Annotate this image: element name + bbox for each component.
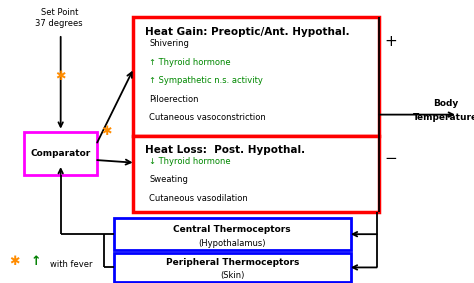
Text: ↑ Thyroid hormone: ↑ Thyroid hormone bbox=[149, 58, 231, 67]
Text: −: − bbox=[385, 151, 397, 166]
Text: Cutaneous vasodilation: Cutaneous vasodilation bbox=[149, 194, 248, 203]
Text: (Skin): (Skin) bbox=[220, 271, 245, 280]
Text: ↑ Sympathetic n.s. activity: ↑ Sympathetic n.s. activity bbox=[149, 76, 263, 85]
Text: ↑: ↑ bbox=[30, 255, 41, 268]
Text: Heat Loss:  Post. Hypothal.: Heat Loss: Post. Hypothal. bbox=[145, 145, 305, 155]
Text: Temperature: Temperature bbox=[413, 113, 474, 122]
Text: Shivering: Shivering bbox=[149, 39, 189, 48]
Text: +: + bbox=[385, 33, 397, 49]
Text: Heat Gain: Preoptic/Ant. Hypothal.: Heat Gain: Preoptic/Ant. Hypothal. bbox=[145, 27, 349, 37]
Text: Peripheral Thermoceptors: Peripheral Thermoceptors bbox=[165, 258, 299, 267]
Text: Body: Body bbox=[433, 99, 458, 108]
Text: Cutaneous vasoconstriction: Cutaneous vasoconstriction bbox=[149, 113, 266, 122]
Bar bbox=[114, 218, 351, 250]
Bar bbox=[133, 17, 379, 136]
Text: ✱: ✱ bbox=[101, 125, 112, 138]
Bar bbox=[133, 136, 379, 212]
Text: Sweating: Sweating bbox=[149, 175, 188, 184]
Text: Central Thermoceptors: Central Thermoceptors bbox=[173, 225, 291, 234]
Text: Set Point
37 degrees: Set Point 37 degrees bbox=[36, 8, 83, 28]
Text: Comparator: Comparator bbox=[30, 149, 91, 158]
Text: (Hypothalamus): (Hypothalamus) bbox=[199, 239, 266, 248]
Text: ✱: ✱ bbox=[55, 70, 66, 83]
Bar bbox=[24, 132, 97, 175]
Text: ✱: ✱ bbox=[9, 255, 19, 268]
Text: ↓ Thyroid hormone: ↓ Thyroid hormone bbox=[149, 157, 231, 166]
Text: with fever: with fever bbox=[50, 260, 92, 269]
Text: Piloerection: Piloerection bbox=[149, 95, 199, 104]
Bar bbox=[114, 253, 351, 282]
